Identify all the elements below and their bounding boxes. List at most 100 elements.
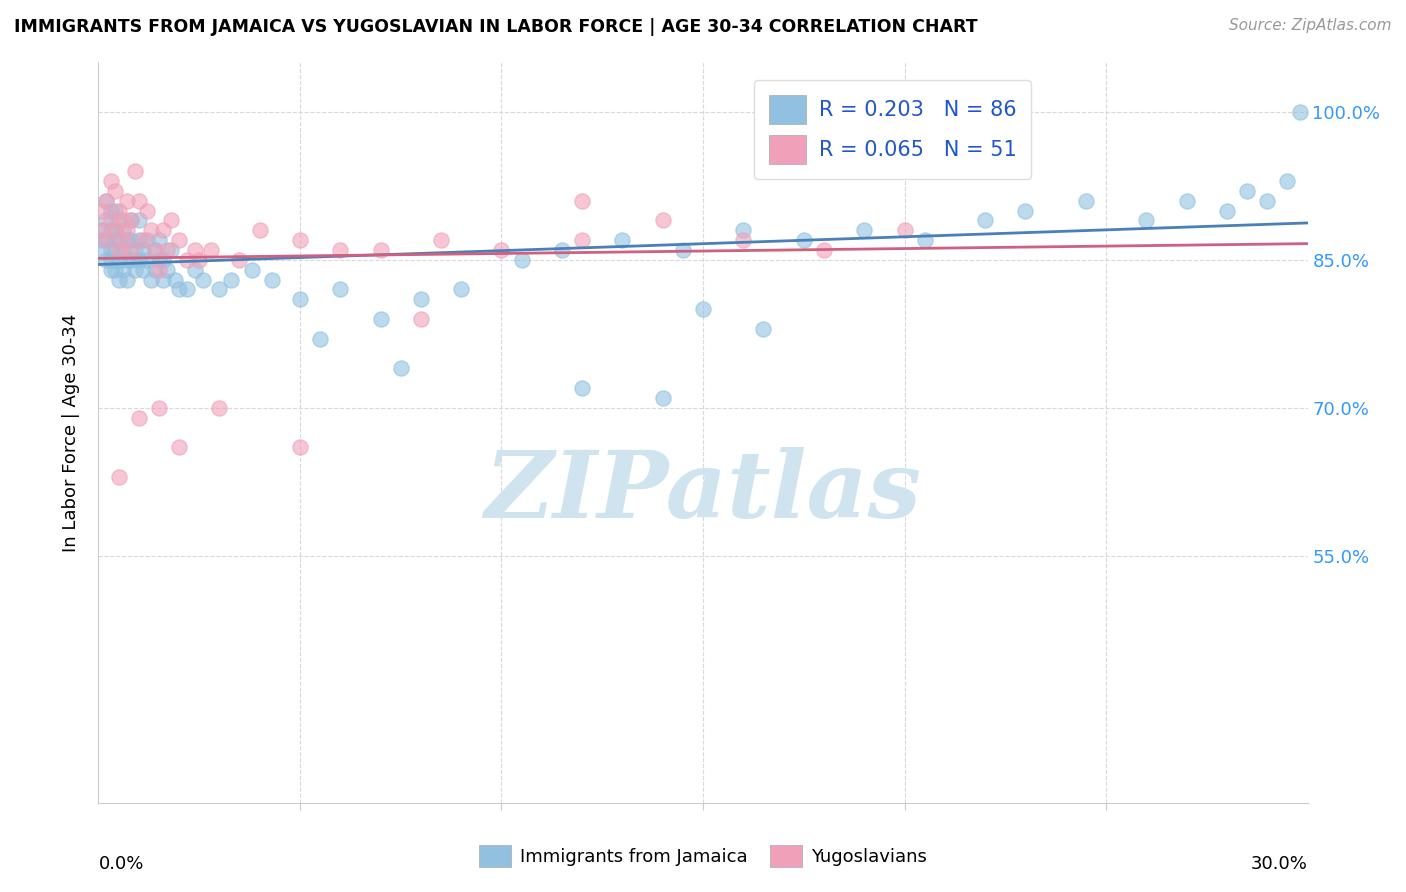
Point [96, 194, 118, 208]
Point [571, 381, 593, 395]
Point [1074, 194, 1097, 208]
Point [111, 233, 134, 247]
Point [148, 262, 170, 277]
Point [491, 243, 513, 257]
Point [143, 243, 166, 257]
Point [793, 233, 815, 247]
Point [612, 233, 634, 247]
Point [143, 243, 166, 257]
Point [160, 213, 183, 227]
Point [100, 243, 122, 257]
Point [120, 213, 142, 227]
Point [156, 262, 179, 277]
Point [651, 391, 673, 405]
Point [139, 272, 162, 286]
Point [160, 243, 183, 257]
Point [91, 223, 114, 237]
Point [1288, 104, 1310, 119]
Point [120, 252, 142, 267]
Point [107, 233, 129, 247]
Point [115, 233, 138, 247]
Point [107, 470, 129, 484]
Text: ZIPatlas: ZIPatlas [485, 447, 921, 537]
Point [132, 243, 155, 257]
Point [389, 361, 412, 376]
Point [103, 262, 125, 277]
Point [96, 252, 118, 267]
Point [96, 233, 118, 247]
Point [288, 293, 311, 307]
Point [100, 223, 122, 237]
Point [288, 233, 311, 247]
Point [370, 243, 392, 257]
Point [103, 233, 125, 247]
Point [120, 243, 142, 257]
Point [128, 410, 150, 425]
Point [193, 272, 215, 286]
Point [124, 164, 146, 178]
Point [103, 203, 125, 218]
Point [152, 252, 174, 267]
Point [107, 252, 129, 267]
Point [733, 223, 755, 237]
Point [128, 233, 150, 247]
Point [651, 213, 673, 227]
Point [96, 233, 118, 247]
Point [733, 233, 755, 247]
Point [752, 322, 775, 336]
Point [551, 243, 574, 257]
Text: Source: ZipAtlas.com: Source: ZipAtlas.com [1229, 18, 1392, 33]
Point [228, 252, 250, 267]
Point [91, 233, 114, 247]
Point [974, 213, 997, 227]
Point [329, 243, 352, 257]
Point [120, 233, 142, 247]
Point [309, 332, 332, 346]
Point [176, 252, 198, 267]
Point [124, 262, 146, 277]
Point [128, 252, 150, 267]
Point [208, 401, 231, 415]
Point [370, 312, 392, 326]
Point [135, 252, 157, 267]
Text: IMMIGRANTS FROM JAMAICA VS YUGOSLAVIAN IN LABOR FORCE | AGE 30-34 CORRELATION CH: IMMIGRANTS FROM JAMAICA VS YUGOSLAVIAN I… [14, 18, 977, 36]
Point [167, 233, 190, 247]
Legend: R = 0.203   N = 86, R = 0.065   N = 51: R = 0.203 N = 86, R = 0.065 N = 51 [754, 80, 1031, 178]
Point [430, 233, 453, 247]
Point [132, 233, 155, 247]
Y-axis label: In Labor Force | Age 30-34: In Labor Force | Age 30-34 [62, 313, 80, 552]
Point [91, 203, 114, 218]
Point [813, 243, 835, 257]
Point [571, 233, 593, 247]
Point [96, 213, 118, 227]
Point [111, 213, 134, 227]
Point [176, 283, 198, 297]
Point [1236, 184, 1258, 198]
Point [1135, 213, 1157, 227]
Point [152, 272, 174, 286]
Point [128, 213, 150, 227]
Point [221, 272, 243, 286]
Text: 30.0%: 30.0% [1251, 855, 1308, 872]
Point [103, 184, 125, 198]
Point [148, 401, 170, 415]
Point [120, 213, 142, 227]
Point [167, 441, 190, 455]
Point [1014, 203, 1036, 218]
Legend: Immigrants from Jamaica, Yugoslavians: Immigrants from Jamaica, Yugoslavians [471, 838, 935, 874]
Point [692, 302, 714, 317]
Point [200, 243, 222, 257]
Point [132, 262, 155, 277]
Point [167, 283, 190, 297]
Point [91, 243, 114, 257]
Point [208, 283, 231, 297]
Point [1256, 194, 1278, 208]
Point [571, 194, 593, 208]
Point [893, 223, 915, 237]
Text: 0.0%: 0.0% [98, 855, 143, 872]
Point [100, 252, 122, 267]
Point [96, 194, 118, 208]
Point [103, 243, 125, 257]
Point [450, 283, 472, 297]
Point [107, 203, 129, 218]
